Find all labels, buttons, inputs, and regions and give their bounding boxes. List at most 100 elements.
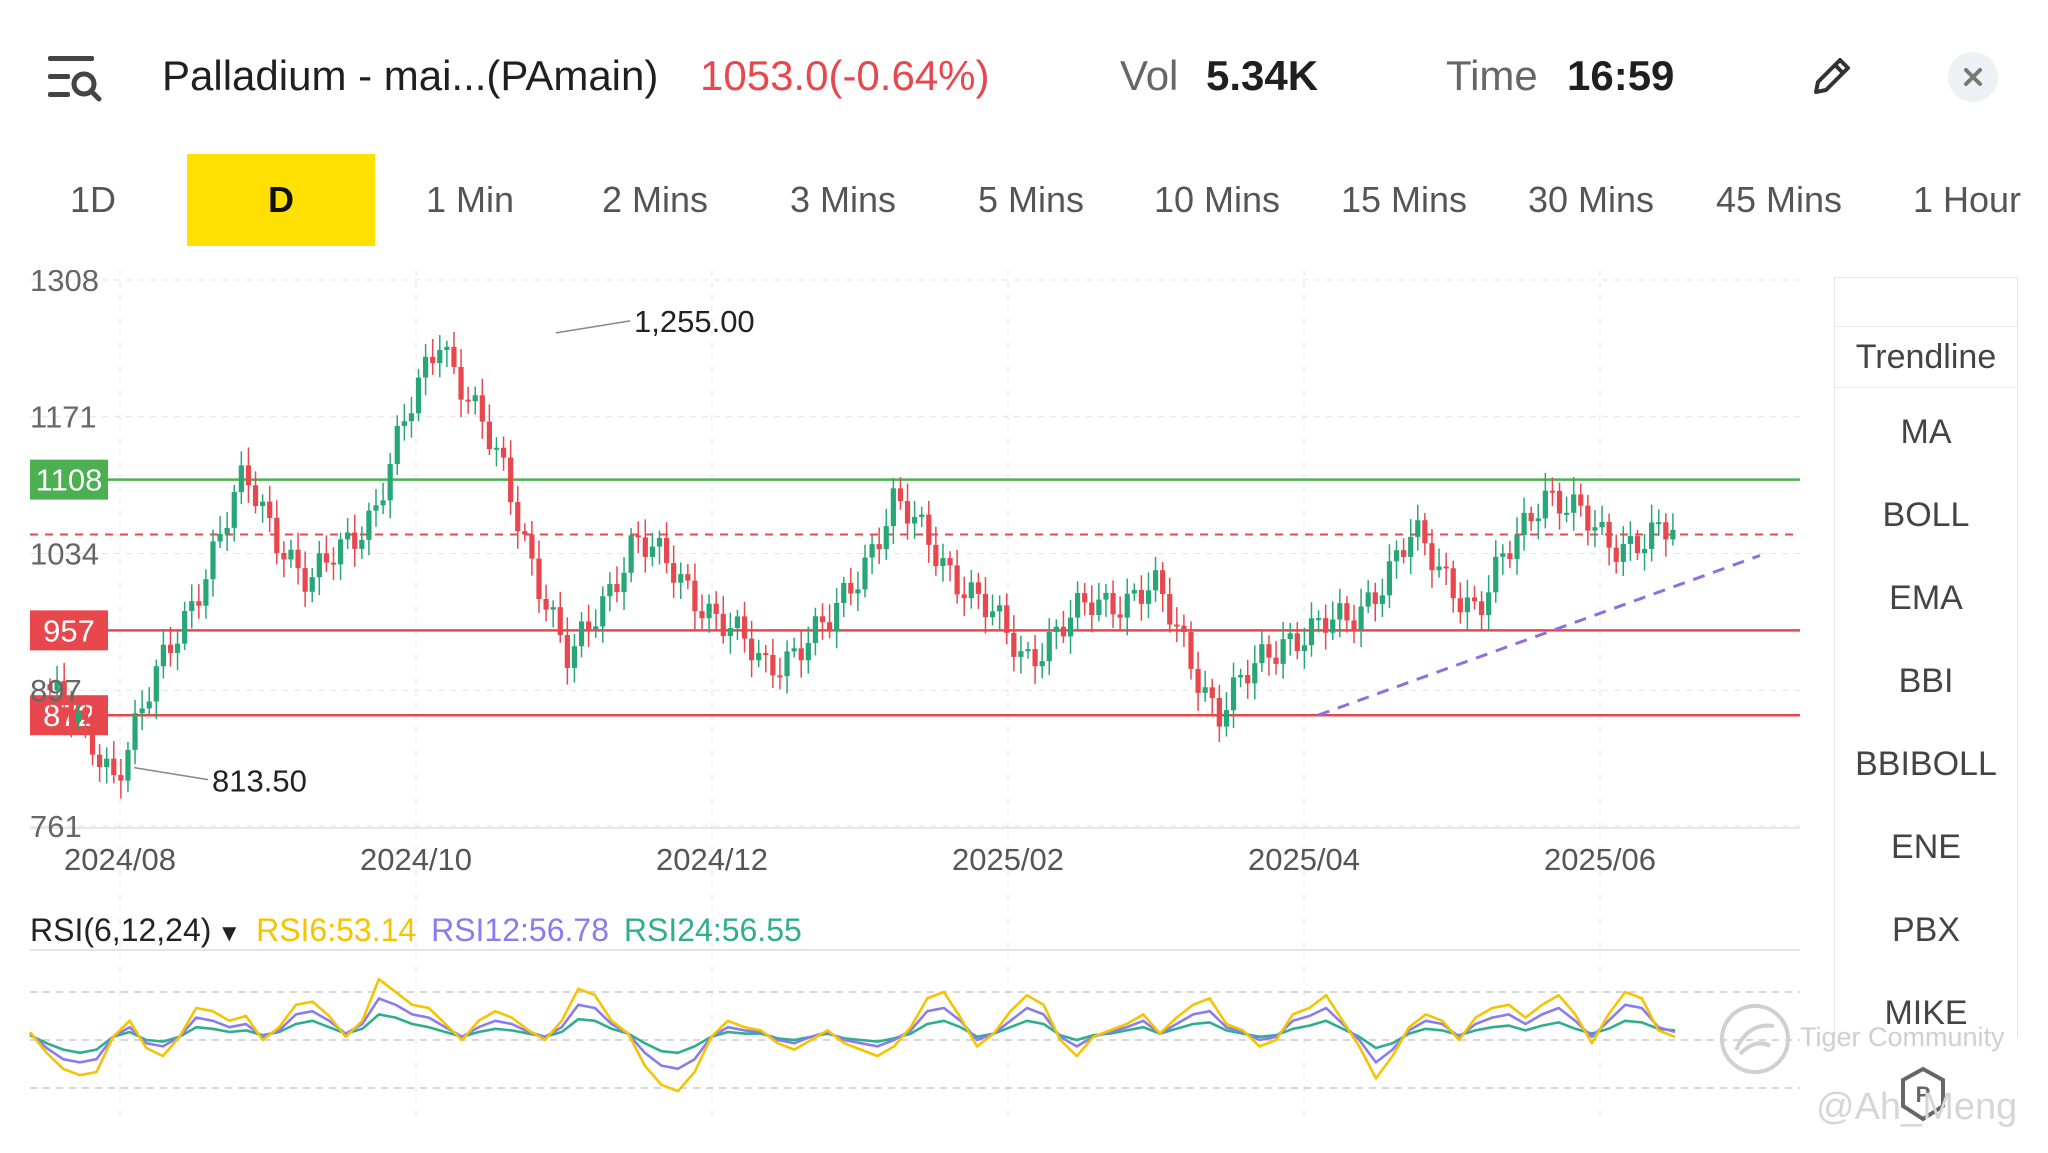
candle-body [1393, 550, 1400, 562]
indicator-ma[interactable]: MA [1900, 413, 1952, 451]
candle-body [153, 666, 159, 702]
tab-45-mins[interactable]: 45 Mins [1715, 179, 1843, 220]
candle-body [1344, 603, 1350, 621]
watermark-user: @Ah_Meng [1816, 1086, 2018, 1128]
candle-body [1082, 593, 1088, 603]
level-tag-text: 1108 [36, 463, 103, 498]
candle-body [1032, 649, 1038, 667]
candle-body [791, 648, 797, 652]
candle-body [373, 505, 379, 511]
candle-body [1379, 595, 1385, 604]
candle-body [734, 616, 741, 629]
candle-body [1386, 561, 1393, 596]
candle-body [288, 549, 294, 560]
indicator-ene[interactable]: ENE [1891, 828, 1961, 866]
candle-body [692, 580, 698, 612]
candle-body [1599, 522, 1605, 528]
tab-10-mins[interactable]: 10 Mins [1153, 179, 1281, 220]
candle-body [642, 537, 648, 557]
candle-body [1039, 661, 1045, 667]
candle-body [1556, 490, 1563, 514]
candle-body [316, 553, 322, 578]
candle-body [600, 596, 606, 627]
candle-body [777, 675, 783, 678]
candle-body [1486, 592, 1492, 616]
rsi-label[interactable]: RSI(6,12,24) [30, 912, 212, 948]
candle-body [770, 654, 776, 676]
candle-body [1259, 644, 1265, 664]
candle-body [741, 616, 748, 639]
tab-1-hour[interactable]: 1 Hour [1912, 179, 2022, 220]
rsi24-value: RSI24:56.55 [623, 912, 802, 948]
tab-1-min[interactable]: 1 Min [425, 179, 515, 220]
candle-body [1209, 687, 1215, 698]
candle-body [1096, 599, 1102, 615]
tab-d[interactable]: D [187, 154, 375, 246]
tab-2-mins[interactable]: 2 Mins [601, 179, 709, 220]
close-icon[interactable] [1948, 52, 1998, 102]
candle-body [323, 553, 329, 563]
time-label: Time [1446, 52, 1538, 99]
candle-body [295, 549, 301, 569]
candle-body [82, 711, 89, 721]
indicator-bbi[interactable]: BBI [1898, 662, 1954, 700]
candle-body [1287, 633, 1293, 640]
candle-body [1401, 550, 1407, 557]
candle-body [1542, 490, 1548, 519]
candle-body [1181, 625, 1187, 632]
menu-search-icon[interactable] [44, 50, 104, 106]
level-tag-1108 [30, 459, 108, 500]
tab-1d[interactable]: 1D [69, 179, 117, 220]
trendline[interactable] [1317, 554, 1761, 717]
watermark-community: Tiger Community [1800, 1022, 2005, 1052]
shield-icon[interactable]: P [1900, 1066, 1946, 1122]
candle-body [1649, 522, 1655, 549]
candle-body [1500, 553, 1506, 557]
candle-body [805, 642, 811, 661]
tab-30-mins[interactable]: 30 Mins [1527, 179, 1655, 220]
x-tick-label: 2024/08 [64, 842, 176, 877]
annotation-pointer [555, 320, 631, 334]
candle-body [387, 464, 393, 501]
indicator-pbx[interactable]: PBX [1891, 911, 1961, 949]
pencil-icon[interactable] [1806, 52, 1856, 104]
candle-body [749, 638, 755, 661]
candle-body [1337, 603, 1343, 620]
candle-body [848, 582, 854, 594]
candle-body [54, 680, 60, 691]
tab-15-mins[interactable]: 15 Mins [1340, 179, 1468, 220]
indicator-ema[interactable]: EMA [1889, 579, 1963, 617]
candle-body [430, 356, 436, 364]
candle-body [784, 651, 790, 677]
candle-body [1110, 592, 1116, 615]
candle-body [352, 532, 358, 549]
candle-body [359, 539, 365, 549]
candle-body [231, 492, 237, 528]
candle-body [756, 653, 762, 661]
candle-body [919, 514, 925, 518]
indicator-boll[interactable]: BOLL [1882, 496, 1970, 534]
candle-body [529, 534, 535, 559]
tab-3-mins[interactable]: 3 Mins [789, 179, 897, 220]
indicator-mike[interactable]: MIKE [1884, 994, 1968, 1032]
candle-body [968, 582, 974, 599]
indicator-bbiboll[interactable]: BBIBOLL [1855, 745, 1997, 783]
candle-body [1429, 543, 1435, 571]
candle-body [1245, 674, 1251, 684]
candle-body [465, 399, 471, 402]
candle-body [522, 531, 528, 535]
candle-body [345, 532, 351, 540]
indicator-trendline[interactable]: Trendline [1835, 326, 2017, 388]
candle-body [1663, 522, 1669, 540]
candle-body [167, 644, 174, 653]
candle-body [628, 535, 634, 573]
candle-body [380, 500, 386, 506]
tab-5-mins[interactable]: 5 Mins [977, 179, 1085, 220]
candle-body [1585, 505, 1591, 531]
rsi6-line [28, 977, 1676, 1093]
candle-body [1145, 590, 1152, 604]
header: Palladium - mai...(PAmain) 1053.0(-0.64%… [0, 0, 2048, 150]
annotation-high: 1,255.00 [634, 304, 755, 339]
caret-down-icon[interactable]: ▼ [217, 920, 242, 947]
